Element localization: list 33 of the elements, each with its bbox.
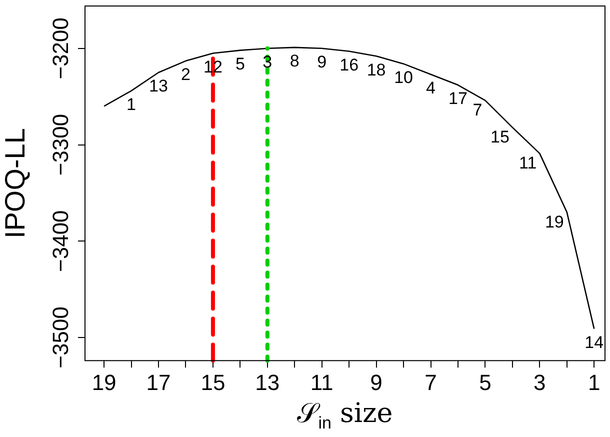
- annotation: 18: [366, 60, 386, 80]
- x-axis-title: 𝒮$_{in}$ size: [296, 398, 394, 434]
- x-tick-label: 7: [424, 370, 437, 395]
- annotation: 2: [181, 65, 190, 84]
- y-tick-label: −3300: [48, 114, 74, 176]
- annotation: 4: [426, 78, 436, 98]
- annotation: 14: [584, 332, 604, 352]
- annotation: 8: [290, 52, 300, 71]
- y-tick-label: −3200: [48, 18, 74, 80]
- annotation: 5: [235, 54, 245, 74]
- x-tick-label: 19: [92, 370, 116, 395]
- x-tick-label: 3: [534, 370, 546, 395]
- y-axis-title: IPOQ-LL: [0, 128, 31, 239]
- annotation: 11: [519, 154, 537, 173]
- annotation: 17: [448, 89, 468, 108]
- y-tick-label: −3400: [48, 210, 74, 272]
- x-tick-label: 15: [200, 370, 226, 395]
- annotation: 1: [126, 94, 136, 114]
- y-tick-label: −3500: [48, 306, 74, 368]
- annotation: 19: [544, 212, 564, 232]
- x-tick-label: 9: [370, 370, 382, 395]
- x-tick-label: 5: [479, 370, 492, 395]
- x-tick-label: 1: [588, 370, 600, 395]
- x-tick-label: 17: [146, 370, 171, 395]
- x-tick-label: 13: [255, 370, 280, 395]
- annotation: 10: [394, 68, 413, 88]
- annotation: 7: [472, 100, 482, 120]
- x-tick-label: 11: [310, 370, 334, 395]
- annotation: 3: [262, 52, 272, 72]
- annotation: 9: [317, 52, 327, 72]
- annotation: 16: [340, 55, 359, 74]
- annotation: 15: [490, 128, 510, 147]
- annotation: 13: [149, 76, 168, 96]
